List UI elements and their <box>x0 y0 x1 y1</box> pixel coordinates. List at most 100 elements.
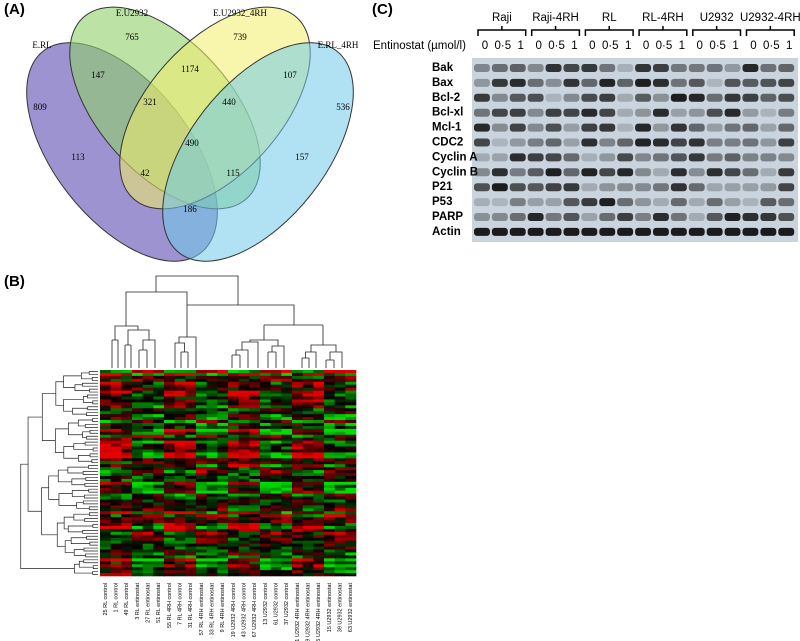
heatmap-cell <box>334 381 346 386</box>
band <box>742 108 759 117</box>
heatmap-cell <box>228 561 239 565</box>
heatmap-cell <box>238 408 250 412</box>
heatmap-cell <box>110 470 122 474</box>
band <box>653 93 669 102</box>
heatmap-cell <box>324 470 335 474</box>
band <box>724 78 741 87</box>
heatmap-cell <box>132 505 143 509</box>
heatmap-cell <box>217 443 229 447</box>
heatmap-cell <box>313 443 325 447</box>
heatmap-cell <box>228 399 239 403</box>
heatmap-cell <box>121 381 133 386</box>
heatmap-cell <box>270 461 282 465</box>
band <box>599 183 616 192</box>
heatmap-cell <box>270 514 282 518</box>
heatmap-cell <box>313 396 325 400</box>
heatmap-cell <box>249 443 261 447</box>
heatmap-cell <box>153 440 165 444</box>
dose-label: 1 <box>625 40 631 52</box>
heatmap-cell <box>164 452 175 456</box>
set-label: E.U2932_4RH <box>213 8 267 18</box>
heatmap-cell <box>281 567 293 571</box>
band <box>491 153 508 162</box>
band <box>760 198 777 207</box>
heatmap-cell <box>270 458 282 462</box>
heatmap-cell <box>206 387 218 391</box>
heatmap-cell <box>100 564 111 568</box>
heatmap-cell <box>345 525 357 530</box>
heatmap-cell <box>249 381 261 386</box>
heatmap-cell <box>281 467 293 471</box>
heatmap-cell <box>100 378 111 383</box>
band <box>670 108 687 117</box>
heatmap-cell <box>238 396 250 400</box>
heatmap-cell <box>174 478 186 483</box>
band <box>581 183 598 192</box>
heatmap-cell <box>334 481 346 486</box>
heatmap-cell <box>206 399 218 403</box>
heatmap-cell <box>270 378 282 383</box>
heatmap-cell <box>228 425 239 430</box>
heatmap-cell <box>281 537 293 541</box>
heatmap-cell <box>121 528 133 533</box>
sample-label: 61 U2932 control <box>273 583 279 625</box>
heatmap-cell <box>132 393 143 397</box>
band <box>599 168 616 177</box>
heatmap-cell <box>313 464 325 468</box>
heatmap-cell <box>228 449 239 453</box>
heatmap-cell <box>206 455 218 459</box>
heatmap-cell <box>292 402 303 406</box>
heatmap-cell <box>302 422 314 427</box>
band <box>509 78 526 87</box>
heatmap-cell <box>164 558 175 562</box>
heatmap-cell <box>185 473 197 477</box>
heatmap-cell <box>142 384 154 388</box>
heatmap-cell <box>185 381 197 386</box>
heatmap-cell <box>228 549 239 553</box>
heatmap-cell <box>228 455 239 459</box>
heatmap-cell <box>313 493 325 497</box>
band <box>581 198 598 207</box>
heatmap-cell <box>153 464 165 468</box>
heatmap-cell <box>196 464 207 468</box>
heatmap-cell <box>281 546 293 550</box>
heatmap-cell <box>185 417 197 421</box>
heatmap-cell <box>217 378 229 383</box>
heatmap-cell <box>174 417 186 421</box>
heatmap-cell <box>100 461 111 465</box>
heatmap-cell <box>324 487 335 491</box>
band <box>635 183 651 192</box>
heatmap-cell <box>313 411 325 415</box>
heatmap-cell <box>132 573 143 577</box>
band <box>670 123 687 132</box>
heatmap-cell <box>153 425 165 430</box>
heatmap-cell <box>228 372 239 377</box>
heatmap-cell <box>185 420 197 424</box>
heatmap-cell <box>142 523 154 527</box>
heatmap-cell <box>345 417 357 421</box>
heatmap-cell <box>270 402 282 406</box>
heatmap-cell <box>270 546 282 550</box>
heatmap-cell <box>334 446 346 450</box>
heatmap-cell <box>249 511 261 515</box>
treatment-label: Entinostat (µmol/l) <box>373 40 466 52</box>
heatmap-cell <box>121 496 133 500</box>
heatmap-cell <box>121 396 133 400</box>
heatmap-cell <box>228 452 239 456</box>
heatmap-cell <box>260 402 271 406</box>
heatmap-cell <box>345 449 357 453</box>
heatmap-cell <box>324 552 335 556</box>
heatmap-cell <box>260 437 271 441</box>
sample-label: 39 U2932 entinostat <box>337 583 343 633</box>
heatmap-cell <box>292 499 303 503</box>
heatmap-cell <box>292 399 303 403</box>
heatmap-cell <box>110 487 122 491</box>
heatmap-cell <box>217 446 229 450</box>
heatmap-cell <box>292 573 303 577</box>
heatmap-cell <box>110 396 122 400</box>
heatmap-cell <box>153 525 165 530</box>
heatmap-cell <box>281 381 293 386</box>
heatmap-cell <box>100 570 111 574</box>
heatmap-cell <box>238 464 250 468</box>
heatmap-cell <box>164 508 175 512</box>
